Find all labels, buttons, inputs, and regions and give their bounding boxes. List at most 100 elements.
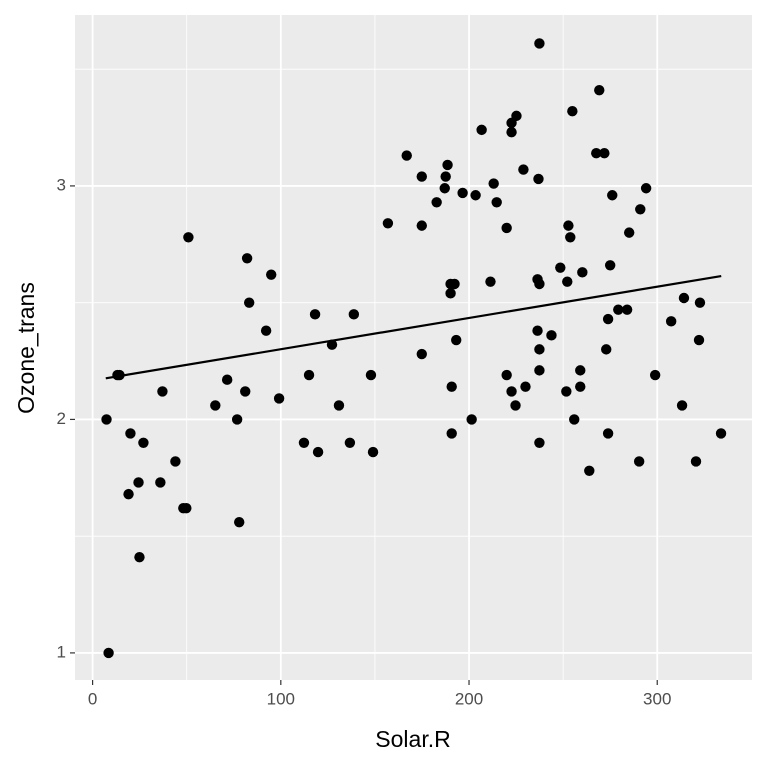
point xyxy=(518,164,529,175)
point xyxy=(181,502,192,514)
y-axis-title: Ozone_trans xyxy=(13,282,39,414)
point xyxy=(690,456,702,467)
point xyxy=(157,386,168,397)
point xyxy=(485,276,496,287)
point xyxy=(584,465,595,476)
point xyxy=(170,456,181,467)
point xyxy=(501,222,512,234)
y-tick-label: 3 xyxy=(57,175,66,194)
point xyxy=(221,374,233,385)
x-tick-label: 200 xyxy=(455,689,483,708)
point xyxy=(298,437,310,448)
point xyxy=(607,190,618,201)
point xyxy=(476,124,487,136)
point xyxy=(416,348,427,360)
point xyxy=(532,325,543,336)
point xyxy=(567,106,578,117)
point xyxy=(241,253,253,264)
point xyxy=(534,344,545,355)
trend-line xyxy=(105,274,722,380)
point xyxy=(602,313,614,325)
point xyxy=(621,304,633,315)
point xyxy=(563,220,574,231)
point xyxy=(446,381,457,392)
point xyxy=(470,190,481,201)
point xyxy=(439,183,450,194)
point xyxy=(344,437,356,448)
point xyxy=(565,232,576,243)
point xyxy=(613,304,624,315)
point xyxy=(533,173,544,185)
point xyxy=(488,178,499,189)
point xyxy=(491,197,502,208)
point xyxy=(676,400,688,411)
point xyxy=(123,488,134,500)
point xyxy=(138,437,149,448)
point xyxy=(623,227,635,238)
point xyxy=(367,446,379,458)
point xyxy=(575,365,586,376)
point xyxy=(416,171,427,182)
point xyxy=(693,334,705,346)
point xyxy=(401,150,412,161)
point xyxy=(604,260,616,271)
point xyxy=(601,344,612,355)
point xyxy=(591,148,602,159)
point xyxy=(511,110,522,122)
point xyxy=(133,477,144,488)
point xyxy=(260,325,272,336)
point xyxy=(640,183,652,194)
point xyxy=(602,428,614,439)
point xyxy=(575,381,586,392)
point xyxy=(534,278,545,290)
x-tick-label: 0 xyxy=(88,689,97,708)
point xyxy=(561,386,572,397)
point xyxy=(231,414,243,425)
point xyxy=(562,276,573,287)
point xyxy=(534,38,545,49)
point xyxy=(546,330,557,341)
point xyxy=(266,269,277,280)
point xyxy=(506,127,517,138)
x-tick-label: 300 xyxy=(643,689,671,708)
y-tick-label: 1 xyxy=(57,642,66,661)
point xyxy=(510,400,521,411)
point xyxy=(466,414,477,425)
point xyxy=(303,369,315,381)
point xyxy=(243,297,255,308)
point xyxy=(520,381,531,392)
point xyxy=(594,84,605,96)
point xyxy=(365,369,377,381)
point xyxy=(416,220,427,231)
point xyxy=(649,369,661,381)
point xyxy=(103,647,114,659)
point xyxy=(555,262,566,273)
point xyxy=(449,278,460,290)
point xyxy=(234,516,245,528)
point xyxy=(534,365,545,376)
point xyxy=(440,171,451,182)
point xyxy=(312,446,324,458)
point xyxy=(665,316,677,327)
point xyxy=(678,292,690,304)
x-axis-title: Solar.R xyxy=(375,726,450,752)
point xyxy=(577,267,588,278)
point xyxy=(348,309,360,320)
panel xyxy=(75,15,752,680)
point xyxy=(457,187,468,199)
point xyxy=(382,218,394,229)
point xyxy=(534,437,545,448)
point xyxy=(101,414,112,425)
point xyxy=(715,428,727,439)
point xyxy=(445,288,456,299)
point xyxy=(633,456,645,467)
point xyxy=(506,386,517,397)
point xyxy=(125,428,136,439)
point xyxy=(431,197,442,208)
point xyxy=(183,232,194,243)
point xyxy=(694,297,706,308)
point xyxy=(599,148,610,159)
y-tick-label: 2 xyxy=(57,409,66,428)
point xyxy=(333,400,345,411)
point xyxy=(446,428,457,439)
